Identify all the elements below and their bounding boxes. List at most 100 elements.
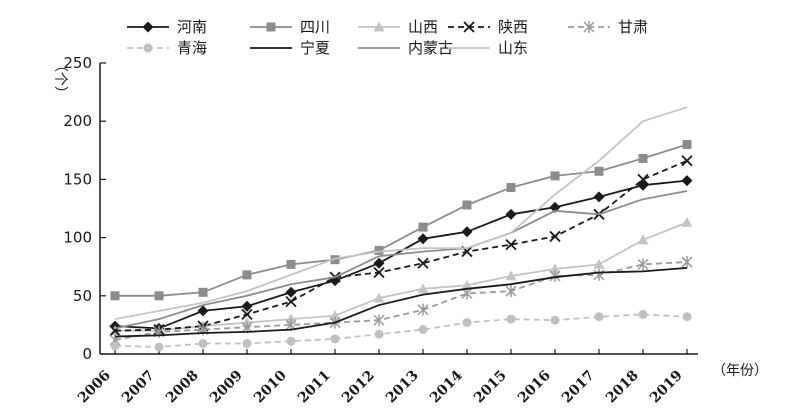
series-7: [114, 267, 688, 338]
axes: （个） （年份） 0 50 100 150 200 250 2006 2007 2008 2009…: [52, 54, 768, 406]
data-point: [329, 310, 341, 320]
data-point: [198, 339, 208, 349]
y-tick-label: 200: [63, 112, 92, 130]
legend-item: 山西: [358, 18, 438, 36]
data-point: [330, 255, 340, 265]
data-point: [110, 291, 120, 301]
legend-item: 四川: [250, 18, 330, 36]
x-tick-label: 2019: [647, 368, 686, 407]
series-line: [114, 261, 688, 341]
x-tick-label: 2008: [163, 368, 202, 407]
data-point: [242, 339, 252, 349]
data-point: [461, 226, 473, 238]
x-tick-label: 2009: [207, 368, 246, 407]
data-point: [682, 139, 692, 149]
legend-label: 山西: [408, 18, 438, 36]
legend-label: 内蒙古: [408, 39, 453, 57]
legend-item: 山东: [448, 39, 528, 57]
legend-marker: [142, 21, 154, 33]
data-point: [418, 325, 428, 335]
legend-marker: [583, 21, 595, 33]
series-4: [109, 155, 693, 337]
data-point: [242, 270, 252, 280]
data-point: [637, 173, 649, 186]
x-tick-label: 2010: [251, 367, 290, 406]
y-axis-unit-label: （个）: [52, 58, 68, 100]
x-tick-label: 2016: [515, 368, 554, 407]
data-point: [461, 279, 473, 290]
data-point: [550, 171, 560, 181]
data-point: [550, 315, 560, 325]
data-point: [154, 342, 164, 352]
series-9: [114, 106, 688, 320]
legend-label: 甘肃: [618, 18, 648, 36]
data-point: [549, 201, 561, 213]
series-line: [115, 221, 688, 332]
legend-label: 四川: [300, 18, 330, 36]
y-tick-label: 50: [73, 287, 92, 305]
series-line: [114, 190, 688, 330]
data-point: [506, 183, 516, 193]
data-point: [549, 230, 561, 243]
legend-item: 甘肃: [568, 18, 648, 36]
legend-marker: [143, 43, 153, 53]
data-point: [505, 285, 517, 298]
legend-item: 河南: [127, 18, 207, 36]
data-point: [197, 305, 209, 317]
legend-item: 内蒙古: [358, 39, 453, 57]
y-tick-label: 250: [63, 54, 92, 72]
data-point: [637, 258, 649, 271]
legend-label: 河南: [177, 18, 207, 36]
x-tick-label: 2011: [295, 368, 334, 407]
legend-label: 宁夏: [300, 39, 330, 57]
data-point: [638, 153, 648, 163]
data-point: [373, 314, 385, 327]
x-tick-label: 2012: [339, 368, 378, 407]
data-point: [681, 256, 693, 269]
data-point: [241, 308, 253, 321]
x-tick-label: 2015: [471, 368, 510, 407]
data-point: [110, 341, 120, 351]
data-point: [681, 216, 693, 227]
data-point: [594, 166, 604, 176]
legend-marker: [266, 22, 276, 32]
x-tick-label: 2017: [559, 368, 598, 407]
series-2: [110, 139, 692, 301]
data-point: [373, 257, 385, 269]
legend-label: 山东: [498, 39, 528, 57]
data-point: [285, 286, 297, 298]
y-tick-label: 100: [63, 229, 92, 247]
x-tick-label: 2014: [427, 367, 466, 406]
series-line: [114, 106, 688, 320]
data-point: [593, 258, 605, 269]
data-point: [417, 233, 429, 245]
data-point: [549, 263, 561, 274]
data-point: [241, 300, 253, 312]
y-tick-label: 0: [82, 345, 92, 363]
x-tick-label: 2013: [383, 368, 422, 407]
legend-label: 陕西: [498, 18, 528, 36]
data-point: [286, 336, 296, 346]
x-tick-label: 2007: [119, 368, 158, 407]
legend-marker: [373, 21, 385, 32]
data-point: [594, 312, 604, 322]
data-point: [330, 334, 340, 344]
x-tick-label: 2018: [603, 368, 642, 407]
series-line: [114, 179, 688, 330]
series-3: [109, 216, 693, 336]
legend-label: 青海: [177, 39, 207, 57]
data-point: [373, 292, 385, 303]
data-point: [417, 257, 429, 269]
data-point: [682, 312, 692, 322]
legend-item: 青海: [127, 39, 207, 57]
series-line: [115, 143, 688, 297]
legend-item: 陕西: [448, 18, 528, 36]
y-tick-label: 150: [63, 170, 92, 188]
data-point: [638, 309, 648, 319]
data-point: [593, 191, 605, 203]
legend-marker: [463, 21, 475, 33]
data-point: [154, 291, 164, 301]
data-point: [681, 155, 693, 167]
